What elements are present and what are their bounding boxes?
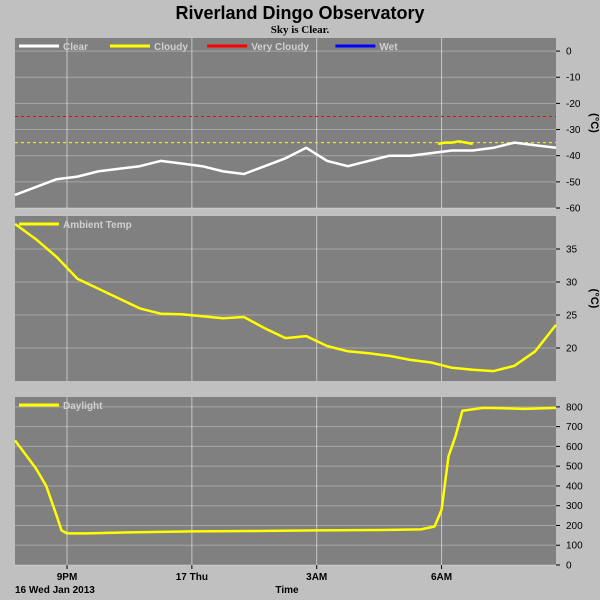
x-axis-label: Time — [275, 585, 299, 596]
ambient-ytick-label: 20 — [566, 344, 578, 355]
daylight-series-line — [14, 406, 557, 535]
sky-ytick-label: -30 — [566, 125, 581, 136]
xtick-label: 3AM — [306, 572, 327, 583]
sky-ylabel: (°C) — [588, 113, 600, 133]
ambient-plot-area — [15, 216, 556, 381]
sky-ytick-label: -50 — [566, 177, 581, 188]
sky-ytick-label: 0 — [566, 47, 572, 58]
legend-label: Clear — [63, 42, 88, 53]
daylight-ytick-label: 700 — [566, 422, 583, 433]
daylight-ytick-label: 400 — [566, 481, 583, 492]
ambient-ylabel: (°C) — [588, 289, 600, 309]
sky-ytick-label: -10 — [566, 73, 581, 84]
sky-temperature-panel: 0 -10 -20 -30 -40 -50 -60 (°C) Clear Cloudy Very C… — [14, 38, 600, 215]
legend-label: Daylight — [63, 401, 103, 412]
daylight-plot-area — [15, 397, 556, 565]
sky-ytick-label: -40 — [566, 151, 581, 162]
daylight-ytick-label: 300 — [566, 501, 583, 512]
daylight-panel: 800 700 600 500 400 300 200 100 0 Daylight — [14, 397, 583, 572]
sky-ytick-label: -60 — [566, 204, 581, 215]
sky-plot-area — [15, 38, 556, 208]
xtick-label: 17 Thu — [176, 572, 208, 583]
daylight-ytick-label: 600 — [566, 442, 583, 453]
ambient-temperature-panel: 35 30 25 20 (°C) Ambient Temp — [14, 216, 600, 381]
daylight-ytick-label: 100 — [566, 541, 583, 552]
daylight-ytick-label: 800 — [566, 402, 583, 413]
ambient-ytick-label: 35 — [566, 245, 578, 256]
daylight-ytick-label: 0 — [566, 561, 572, 572]
time-axis: 9PM 17 Thu 3AM 6AM — [57, 565, 452, 583]
page-subtitle: Sky is Clear. — [271, 24, 330, 36]
sky-series-line — [437, 140, 474, 146]
daylight-ytick-label: 500 — [566, 462, 583, 473]
ambient-ytick-label: 25 — [566, 311, 578, 322]
legend-label: Very Cloudy — [251, 42, 309, 53]
legend-label: Cloudy — [154, 42, 188, 53]
date-label: 16 Wed Jan 2013 — [15, 585, 95, 596]
xtick-label: 9PM — [57, 572, 78, 583]
daylight-ytick-label: 200 — [566, 521, 583, 532]
page-title: Riverland Dingo Observatory — [175, 3, 424, 23]
legend-label: Ambient Temp — [63, 220, 132, 231]
sky-series-line — [14, 141, 557, 197]
xtick-label: 6AM — [431, 572, 452, 583]
ambient-series-line — [14, 222, 557, 373]
legend-label: Wet — [379, 42, 398, 53]
sky-ytick-label: -20 — [566, 99, 581, 110]
ambient-ytick-label: 30 — [566, 278, 578, 289]
